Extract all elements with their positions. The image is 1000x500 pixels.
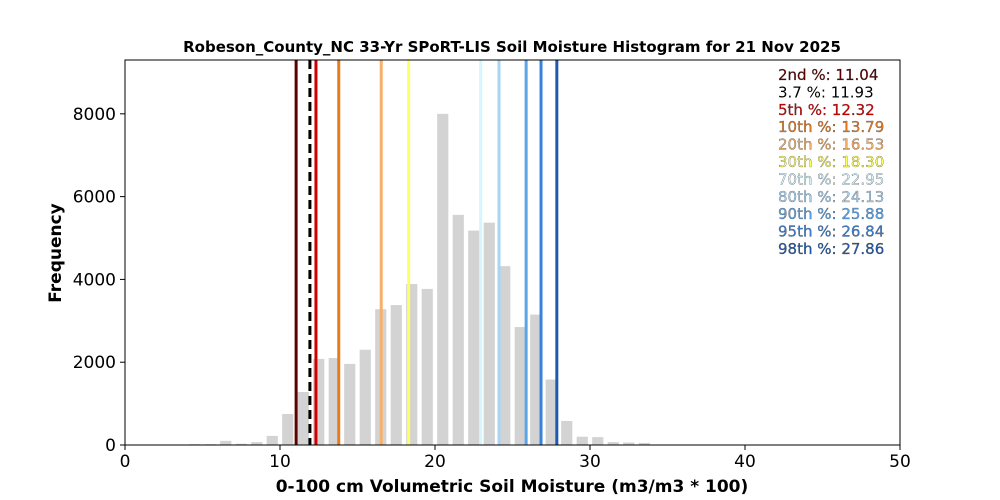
histogram-bar [607, 442, 619, 445]
histogram-bar [638, 442, 650, 445]
y-tick-label: 6000 [73, 188, 116, 208]
legend-entry: 3.7 %: 11.93 [778, 83, 874, 101]
x-tick-label: 10 [269, 452, 291, 472]
legend-entry: 5th %: 12.32 [778, 101, 875, 119]
x-axis-ticks: 0 10 20 30 40 50 [120, 445, 911, 472]
bars-layer [189, 113, 650, 445]
histogram-bar [468, 230, 480, 445]
histogram-bar [313, 358, 325, 445]
histogram-bar [251, 442, 263, 445]
histogram-bar [421, 288, 433, 445]
histogram-bar [592, 437, 604, 445]
histogram-bar [297, 392, 309, 445]
y-tick-label: 4000 [73, 270, 116, 290]
legend-entry: 20th %: 16.53 [778, 136, 884, 154]
legend-entry: 2nd %: 11.04 [778, 66, 878, 84]
histogram-bar [483, 222, 495, 445]
x-tick-label: 50 [889, 452, 911, 472]
histogram-bar [499, 266, 511, 445]
histogram-bar [623, 442, 635, 445]
histogram-bar [530, 314, 542, 445]
x-axis-label: 0-100 cm Volumetric Soil Moisture (m3/m3… [276, 477, 749, 497]
histogram-bar [344, 363, 356, 445]
histogram-bar [328, 358, 340, 445]
y-axis-ticks: 0 2000 4000 6000 8000 [73, 105, 125, 456]
x-tick-label: 20 [424, 452, 446, 472]
x-tick-label: 0 [120, 452, 131, 472]
y-tick-label: 2000 [73, 353, 116, 373]
histogram-bar [576, 436, 588, 445]
histogram-bar [220, 440, 232, 445]
y-tick-label: 0 [105, 436, 116, 456]
histogram-bar [545, 379, 557, 445]
histogram-bar [452, 214, 464, 445]
histogram-bar [406, 283, 418, 445]
legend-entry: 80th %: 24.13 [778, 188, 884, 206]
y-tick-label: 8000 [73, 105, 116, 125]
chart-title: Robeson_County_NC 33-Yr SPoRT-LIS Soil M… [183, 38, 841, 56]
legend-entry: 90th %: 25.88 [778, 205, 884, 223]
y-axis-label: Frequency [46, 203, 66, 303]
plot-frame [124, 59, 901, 446]
x-tick-label: 40 [734, 452, 756, 472]
histogram-bar [235, 443, 247, 445]
histogram-bar [437, 113, 449, 445]
histogram-bar [390, 305, 402, 445]
legend-entry: 95th %: 26.84 [778, 223, 884, 241]
histogram-bar [359, 349, 371, 445]
x-tick-label: 30 [579, 452, 601, 472]
legend-entry: 98th %: 27.86 [778, 240, 884, 258]
legend-entry: 30th %: 18.30 [778, 153, 884, 171]
legend-entry: 10th %: 13.79 [778, 118, 884, 136]
percentile-lines-layer [294, 60, 559, 445]
histogram-bar [514, 327, 526, 445]
histogram-bar [266, 435, 278, 445]
histogram-bar [282, 413, 294, 445]
histogram-bar [561, 420, 573, 445]
legend-entry: 70th %: 22.95 [778, 170, 884, 188]
